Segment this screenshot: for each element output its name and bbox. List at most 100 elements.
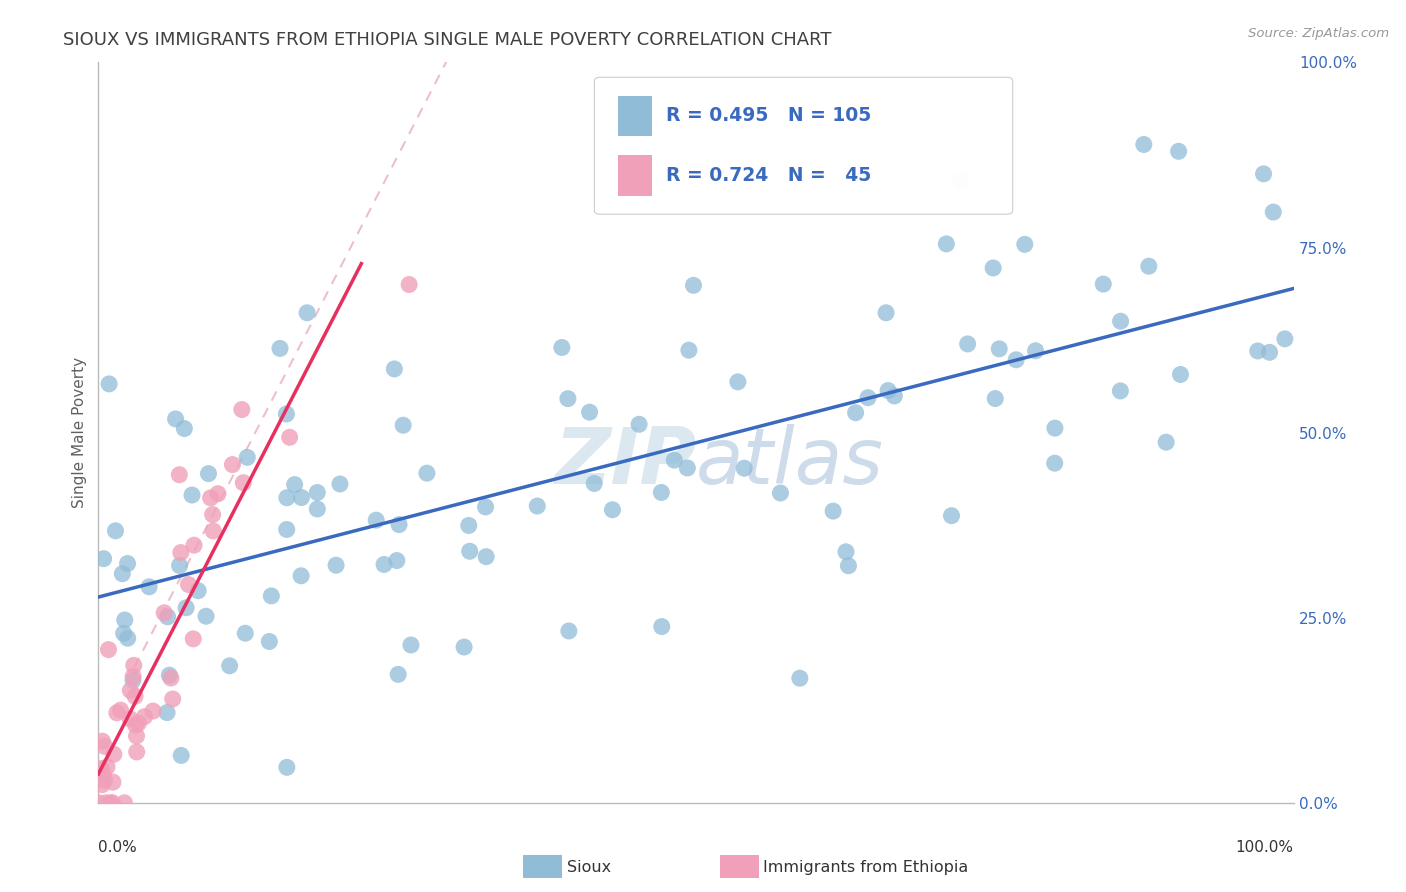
Point — [134, 710, 156, 724]
Point — [835, 545, 858, 559]
Point — [181, 488, 204, 502]
Text: 0.0%: 0.0% — [98, 840, 138, 855]
Point — [269, 342, 291, 356]
Point — [101, 796, 124, 810]
Point — [91, 767, 114, 781]
Point — [156, 706, 179, 720]
Point — [138, 580, 160, 594]
Point — [276, 491, 298, 505]
Point — [875, 306, 897, 320]
Point — [1137, 259, 1160, 273]
Point — [169, 467, 191, 482]
Point — [388, 517, 411, 532]
Point — [127, 716, 149, 731]
Point — [399, 638, 422, 652]
Point — [1154, 435, 1177, 450]
Point — [260, 589, 283, 603]
Text: 100.0%: 100.0% — [1236, 840, 1294, 855]
Point — [382, 362, 405, 376]
Point — [457, 518, 479, 533]
Point — [174, 600, 197, 615]
Point — [276, 407, 298, 421]
Point — [90, 762, 112, 776]
Point — [307, 502, 329, 516]
Point — [1170, 368, 1192, 382]
Point — [93, 551, 115, 566]
Point — [114, 613, 136, 627]
Point — [96, 760, 118, 774]
Point — [232, 475, 254, 490]
Point — [392, 418, 415, 433]
Point — [100, 796, 122, 810]
Point — [183, 538, 205, 552]
Point — [453, 640, 475, 654]
Point — [290, 491, 312, 505]
Point — [474, 500, 496, 514]
Text: R = 0.724   N =   45: R = 0.724 N = 45 — [666, 166, 872, 186]
Point — [1133, 137, 1156, 152]
Point — [1043, 421, 1066, 435]
Point — [295, 306, 318, 320]
Point — [458, 544, 481, 558]
Point — [1167, 145, 1189, 159]
Point — [124, 690, 146, 704]
Point — [142, 704, 165, 718]
Point — [602, 502, 624, 516]
Point — [877, 384, 900, 398]
Point — [789, 671, 811, 685]
Point — [325, 558, 347, 573]
Point — [845, 406, 868, 420]
Point — [1092, 277, 1115, 292]
Bar — [619, 95, 652, 136]
Point — [1274, 332, 1296, 346]
Text: Source: ZipAtlas.com: Source: ZipAtlas.com — [1249, 27, 1389, 40]
Point — [104, 524, 127, 538]
Point — [221, 458, 243, 472]
Point — [290, 569, 312, 583]
Point — [733, 461, 755, 475]
Point — [103, 747, 125, 762]
Text: ZIP: ZIP — [554, 425, 696, 500]
Point — [153, 606, 176, 620]
Point — [91, 778, 114, 792]
Point — [385, 553, 408, 567]
Point — [93, 739, 115, 754]
Point — [651, 619, 673, 633]
Point — [157, 668, 180, 682]
Point — [125, 729, 148, 743]
Point — [398, 277, 420, 292]
FancyBboxPatch shape — [595, 78, 1012, 214]
Point — [1014, 237, 1036, 252]
Point — [98, 376, 121, 391]
Point — [202, 524, 225, 538]
Y-axis label: Single Male Poverty: Single Male Poverty — [72, 357, 87, 508]
Point — [97, 642, 120, 657]
Point — [988, 342, 1011, 356]
Point — [676, 461, 699, 475]
Point — [201, 508, 224, 522]
Point — [111, 566, 134, 581]
Point — [329, 477, 352, 491]
Point — [177, 577, 200, 591]
Point — [1247, 343, 1270, 358]
Point — [949, 175, 972, 189]
Point — [1005, 352, 1028, 367]
Point — [935, 236, 957, 251]
Point — [956, 337, 979, 351]
Point — [160, 671, 183, 685]
Point — [278, 430, 301, 444]
Point — [284, 477, 307, 491]
Point — [122, 673, 145, 687]
Point — [170, 748, 193, 763]
Point — [883, 389, 905, 403]
Point — [416, 466, 439, 480]
Point — [200, 491, 222, 505]
Point — [101, 775, 124, 789]
Point — [856, 391, 879, 405]
Point — [112, 796, 135, 810]
Point — [197, 467, 219, 481]
Point — [1043, 456, 1066, 470]
Point — [231, 402, 253, 417]
Point — [218, 658, 240, 673]
Point — [165, 412, 187, 426]
